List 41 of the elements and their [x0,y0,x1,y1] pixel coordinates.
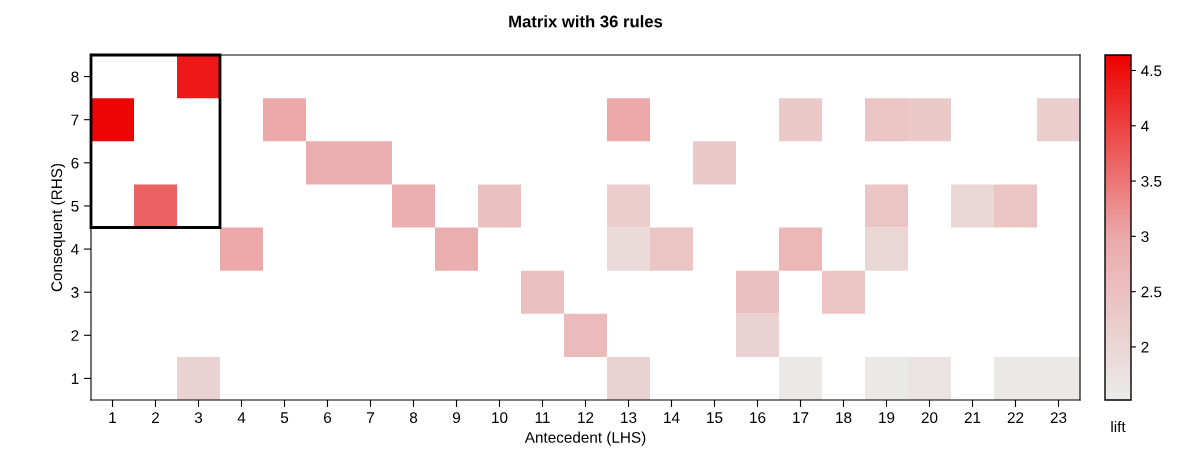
y-axis-title: Consequent (RHS) [50,163,66,292]
x-tick-label: 7 [367,412,374,423]
x-tick-label: 10 [492,412,508,424]
x-tick-label: 3 [194,412,203,424]
x-tick-label: 14 [664,412,680,423]
x-tick-label: 8 [409,412,418,424]
y-tick-label: 4 [71,244,79,255]
y-tick-label: 1 [71,373,79,384]
color-bar-label: 2.5 [1141,286,1162,298]
chart-title: Matrix with 36 rules [509,15,663,28]
color-bar-label: 4 [1141,120,1149,132]
y-tick-label: 7 [71,114,79,126]
x-tick-label: 19 [879,412,895,424]
x-tick-label: 4 [237,412,246,423]
x-tick-label: 18 [836,412,852,424]
x-tick-label: 2 [152,412,159,423]
x-tick-label: 17 [793,412,809,423]
x-tick-label: 15 [707,412,723,424]
color-bar-label: 4.5 [1141,65,1162,77]
y-tick-label: 5 [71,200,79,212]
color-bar-title: lift [1111,420,1126,433]
y-tick-label: 2 [71,330,79,341]
x-tick-label: 21 [964,412,981,423]
x-tick-label: 22 [1007,412,1024,423]
x-tick-label: 6 [324,412,332,424]
y-tick-label: 8 [71,71,79,83]
x-tick-label: 13 [621,412,637,424]
y-tick-label: 3 [71,287,79,298]
color-bar-label: 3 [1141,231,1149,243]
x-axis-title: Antecedent (LHS) [524,431,646,446]
x-tick-label: 20 [921,412,938,424]
color-bar-label: 2 [1141,341,1149,353]
x-tick-label: 12 [578,412,594,423]
x-tick-label: 5 [280,412,289,424]
color-bar-label: 3.5 [1141,175,1162,187]
x-tick-label: 23 [1050,412,1067,424]
x-tick-label: 11 [535,412,550,423]
x-tick-label: 1 [109,412,116,423]
x-tick-label: 9 [452,412,461,424]
y-tick-label: 6 [71,157,79,169]
x-tick-label: 16 [750,412,766,424]
